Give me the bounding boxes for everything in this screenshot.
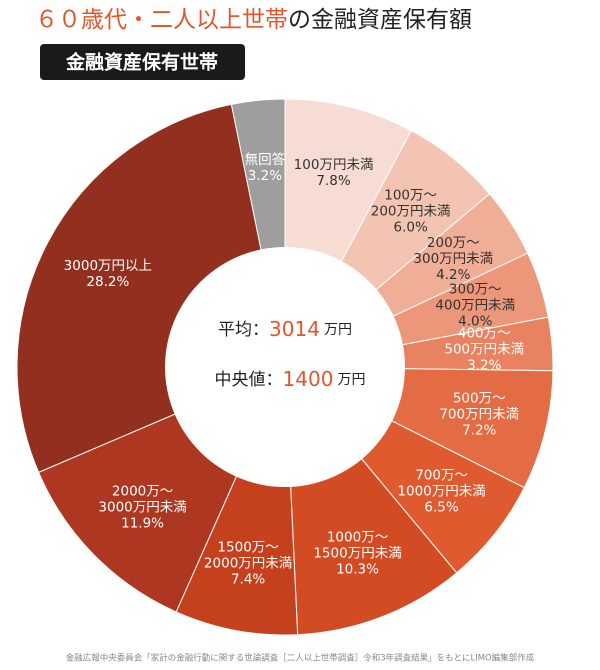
value-label: 7.4%: [231, 572, 265, 588]
value-label: 11.9%: [121, 515, 164, 531]
slice-label: 1500万円未満: [313, 545, 401, 561]
slice-label: 2000万～: [112, 483, 173, 499]
value-label: 3.2%: [248, 168, 282, 184]
title: の金融資産保有額: [288, 7, 472, 33]
mean: 平均：3014 万円: [218, 317, 352, 341]
slice-label: 400万円未満: [435, 297, 515, 313]
value-label: 6.5%: [424, 499, 458, 515]
median-unit: 万円: [337, 372, 365, 388]
value-label: 10.3%: [336, 561, 379, 577]
slice-label: 200万～: [427, 235, 480, 251]
median-label: 中央値：: [215, 370, 283, 390]
donut-hole: [165, 247, 405, 487]
median-value: 1400: [283, 367, 334, 391]
badge: 金融資産保有世帯: [65, 51, 218, 74]
slice-label: 200万円未満: [371, 203, 451, 219]
slice-label: 700万～: [415, 467, 468, 483]
slice-label: 1500万～: [217, 540, 278, 556]
value-label: 6.0%: [393, 219, 427, 235]
value-label: 7.8%: [316, 173, 350, 189]
slice-label: 100万～: [384, 187, 437, 203]
value-label: 4.0%: [458, 313, 492, 329]
title-highlight: ６０歳代・二人以上世帯: [35, 7, 288, 33]
value-label: 7.2%: [462, 423, 496, 439]
median: 中央値：1400 万円: [215, 367, 366, 391]
value-label: 28.2%: [86, 274, 129, 290]
slice-label: 400万～: [458, 326, 511, 342]
source: 金融広報中央委員会「家計の金融行動に関する世論調査［二人以上世帯調査］令和3年調…: [66, 653, 535, 664]
badge-bg: [40, 44, 245, 80]
mean-unit: 万円: [324, 322, 352, 338]
slice-label: 300万～: [449, 281, 502, 297]
mean-label: 平均：: [218, 320, 269, 340]
slice-label: 2000万円未満: [204, 556, 292, 572]
slice-label: 3000万円以上: [64, 258, 152, 274]
mean-value: 3014: [269, 317, 320, 341]
slice-label: 無回答: [245, 151, 286, 168]
slice-label: 500万円未満: [444, 342, 524, 358]
slice-label: 100万円未満: [294, 157, 374, 173]
slice-label: 500万～: [453, 391, 506, 407]
slice-label: 1000万円未満: [397, 483, 485, 499]
value-label: 4.2%: [436, 267, 470, 283]
slice-label: 3000万円未満: [98, 499, 186, 515]
slice-label: 1000万～: [327, 529, 388, 545]
chart-title: ６０歳代・二人以上世帯の金融資産保有額: [35, 7, 472, 33]
slice-label: 300万円未満: [413, 251, 493, 267]
slice-label: 700万円未満: [439, 407, 519, 423]
value-label: 3.2%: [467, 358, 501, 374]
